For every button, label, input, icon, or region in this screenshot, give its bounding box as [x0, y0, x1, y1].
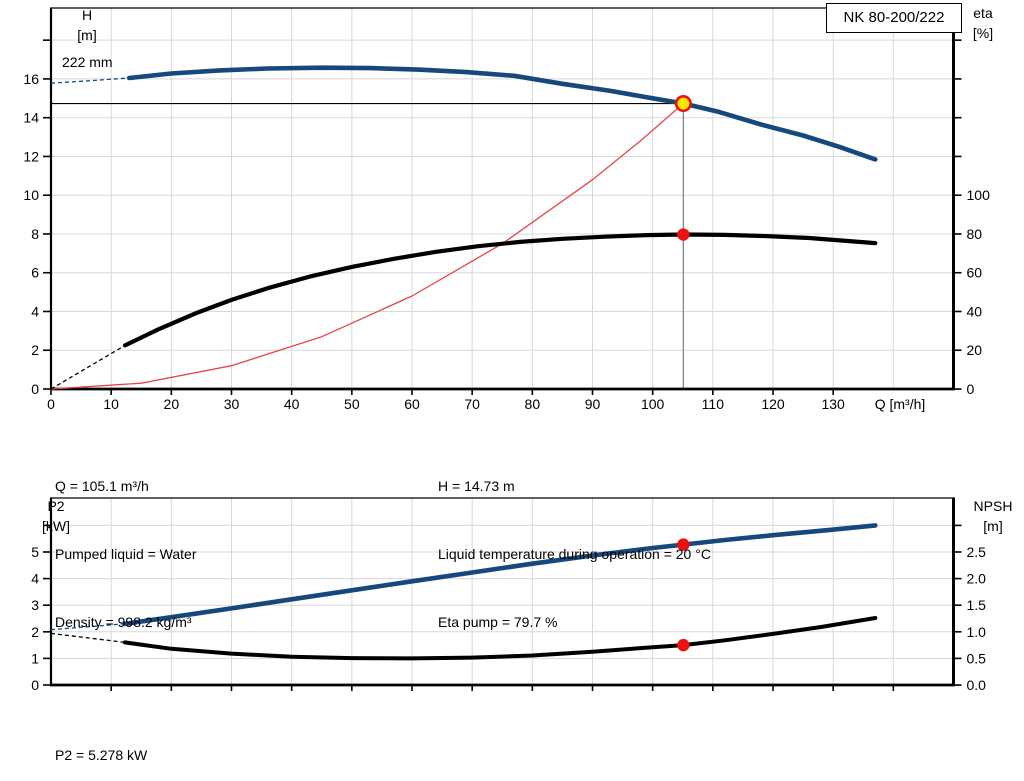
tick-label-left: 6: [31, 265, 39, 281]
tick-label-right: 2.5: [967, 544, 987, 560]
npsh-axis-unit-line2: [m]: [983, 518, 1003, 534]
info-liquid-temperature: Liquid temperature during operation = 20…: [438, 545, 711, 562]
tick-label-left: 8: [31, 226, 39, 242]
power-info: P2 = 5.278 kW NPSH = 0.75 m Max power P2…: [55, 699, 374, 781]
tick-label-left: 14: [23, 110, 39, 126]
tick-label-left: 3: [31, 597, 39, 613]
tick-label-left: 10: [23, 187, 39, 203]
head-curve-dashed: [50, 77, 130, 84]
tick-label-right: 0.5: [967, 650, 987, 666]
head-curve: [126, 65, 878, 162]
tick-label-bottom: 80: [525, 396, 541, 412]
tick-label-bottom: 110: [702, 396, 725, 412]
eta-axis-unit-line1: eta: [973, 5, 993, 21]
tick-label-bottom: 120: [761, 396, 785, 412]
h-axis-unit: H [m]: [58, 5, 116, 45]
tick-label-left: 2: [31, 624, 39, 640]
info-p2: P2 = 5.278 kW: [55, 747, 148, 764]
npsh-axis-unit-line1: NPSH: [973, 498, 1013, 514]
efficiency-curve: [122, 232, 878, 348]
tick-label-right: 20: [967, 342, 983, 358]
tick-label-left: 0: [31, 677, 39, 693]
tick-label-left: 4: [31, 571, 39, 587]
tick-label-bottom: 20: [164, 396, 180, 412]
tick-label-right: 0: [967, 381, 975, 397]
eta-axis-unit: eta [%]: [961, 3, 1005, 43]
impeller-diameter-label: 222 mm: [62, 54, 113, 70]
tick-label-right: 0.0: [967, 677, 987, 693]
p2-axis-unit: P2 [kW]: [28, 496, 84, 536]
npsh-curve-dashed: [50, 632, 126, 644]
info-head: H = 14.73 m: [438, 478, 515, 495]
tick-label-bottom: 40: [284, 396, 300, 412]
npsh-axis-unit: NPSH [m]: [962, 496, 1024, 536]
tick-label-right: 1.5: [967, 597, 987, 613]
tick-label-bottom: 0: [47, 396, 55, 412]
tick-label-bottom: 30: [224, 396, 240, 412]
h-axis-unit-line1: H: [81, 7, 93, 23]
tick-label-bottom: 90: [585, 396, 601, 412]
h-axis-unit-line2: [m]: [77, 27, 97, 43]
tick-label-bottom: 60: [404, 396, 420, 412]
operating-info-right: H = 14.73 m Liquid temperature during op…: [438, 430, 711, 679]
tick-label-right: 40: [967, 303, 983, 319]
tick-label-right: 1.0: [967, 624, 987, 640]
p2-axis-unit-line1: P2: [47, 498, 65, 514]
npsh-point: [677, 638, 690, 652]
tick-label-left: 0: [31, 381, 39, 397]
efficiency-curve-dashed: [50, 344, 126, 390]
eta-axis-unit-line2: [%]: [972, 25, 994, 41]
tick-label-left: 5: [31, 544, 39, 560]
tick-label-left: 2: [31, 342, 39, 358]
pump-model-box: NK 80-200/222: [826, 3, 962, 33]
info-density: Density = 998.2 kg/m³: [55, 613, 192, 630]
tick-label-right: 60: [967, 265, 983, 281]
p2-point: [677, 538, 690, 551]
p2-curve: [122, 523, 878, 627]
tick-label-right: 100: [967, 187, 991, 203]
tick-label-bottom: 10: [103, 396, 119, 412]
efficiency-point: [677, 228, 690, 241]
tick-label-bottom: 100: [641, 396, 665, 412]
system-curve: [50, 102, 685, 390]
tick-label-right: 2.0: [967, 571, 987, 587]
duty-point[interactable]: [674, 95, 692, 113]
info-pumped-liquid: Pumped liquid = Water: [55, 545, 197, 562]
tick-label-bottom: 70: [464, 396, 480, 412]
p2-curve-dashed: [50, 623, 126, 631]
tick-label-bottom: 130: [821, 396, 845, 412]
tick-label-left: 12: [23, 148, 39, 164]
tick-label-bottom: 50: [344, 396, 360, 412]
info-flow: Q = 105.1 m³/h: [55, 478, 149, 495]
npsh-curve: [123, 616, 878, 661]
operating-info-left: Q = 105.1 m³/h Pumped liquid = Water Den…: [55, 430, 197, 679]
tick-label-left: 4: [31, 303, 39, 319]
info-eta-pump: Eta pump = 79.7 %: [438, 613, 558, 630]
tick-label-left: 1: [31, 650, 39, 666]
tick-label-right: 80: [967, 226, 983, 242]
p2-axis-unit-line2: [kW]: [42, 518, 70, 534]
q-axis-unit: Q [m³/h]: [874, 396, 926, 412]
tick-label-left: 16: [23, 71, 39, 87]
